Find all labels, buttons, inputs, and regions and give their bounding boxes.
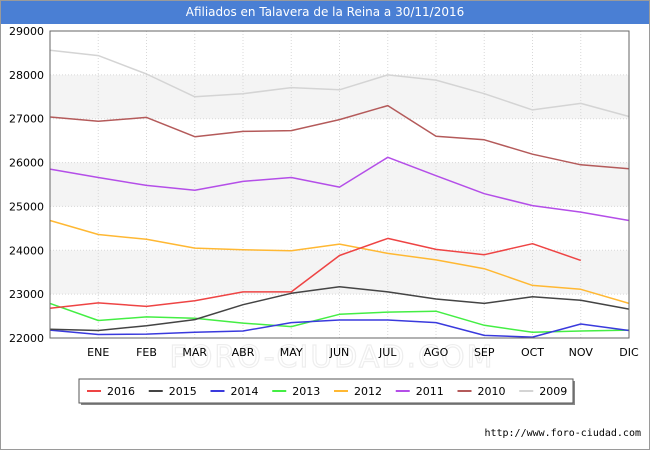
- legend-label-2011: 2011: [416, 385, 444, 398]
- y-axis-ticks: 22000 23000 24000 25000 26000 27000 28000 29000: [9, 25, 44, 345]
- y-tick-label: 22000: [9, 332, 44, 345]
- x-tick-label: DIC: [619, 346, 639, 359]
- y-tick-label: 24000: [9, 244, 44, 257]
- x-tick-label: AGO: [424, 346, 449, 359]
- y-tick-label: 25000: [9, 200, 44, 213]
- series-line-2009: [49, 49, 630, 118]
- x-tick-label: OCT: [521, 346, 544, 359]
- x-tick-label: MAY: [280, 346, 303, 359]
- series-line-2012: [49, 219, 630, 305]
- y-tick-label: 23000: [9, 288, 44, 301]
- series-line-2010: [49, 104, 630, 170]
- y-tick-label: 26000: [9, 157, 44, 170]
- x-tick-label: JUL: [378, 346, 397, 359]
- series-line-2016: [49, 237, 582, 309]
- legend-label-2009: 2009: [539, 385, 567, 398]
- legend-label-2012: 2012: [354, 385, 382, 398]
- y-tick-label: 29000: [9, 25, 44, 38]
- series-line-2011: [49, 156, 630, 222]
- x-tick-label: ENE: [87, 346, 109, 359]
- x-tick-label: NOV: [569, 346, 594, 359]
- legend-label-2010: 2010: [478, 385, 506, 398]
- chart-title: Afiliados en Talavera de la Reina a 30/1…: [1, 1, 649, 24]
- x-tick-label: MAR: [182, 346, 207, 359]
- axes: [49, 30, 630, 339]
- watermark: FORO-CIUDAD.COM: [170, 340, 495, 375]
- series-lines: [49, 49, 630, 338]
- x-tick-label: SEP: [474, 346, 495, 359]
- legend: 2016 2015 2014 2013 2012 2011 2010 2009: [78, 378, 575, 405]
- legend-label-2013: 2013: [292, 385, 320, 398]
- source-url: http://www.foro-ciudad.com: [484, 428, 641, 439]
- series-line-2015: [49, 285, 630, 332]
- series-line-2013: [49, 302, 630, 334]
- legend-label-2015: 2015: [169, 385, 197, 398]
- x-tick-label: ABR: [232, 346, 255, 359]
- plot-border: [49, 30, 630, 339]
- y-tick-label: 28000: [9, 69, 44, 82]
- legend-label-2016: 2016: [107, 385, 135, 398]
- y-tick-label: 27000: [9, 113, 44, 126]
- x-axis-ticks: ENE FEB MAR ABR MAY JUN JUL AGO SEP OCT NOV DIC: [87, 346, 639, 359]
- x-tick-label: FEB: [136, 346, 157, 359]
- grid-band: [50, 118, 629, 163]
- x-tick-label: JUN: [329, 346, 350, 359]
- series-line-2014: [49, 319, 630, 338]
- legend-label-2014: 2014: [231, 385, 259, 398]
